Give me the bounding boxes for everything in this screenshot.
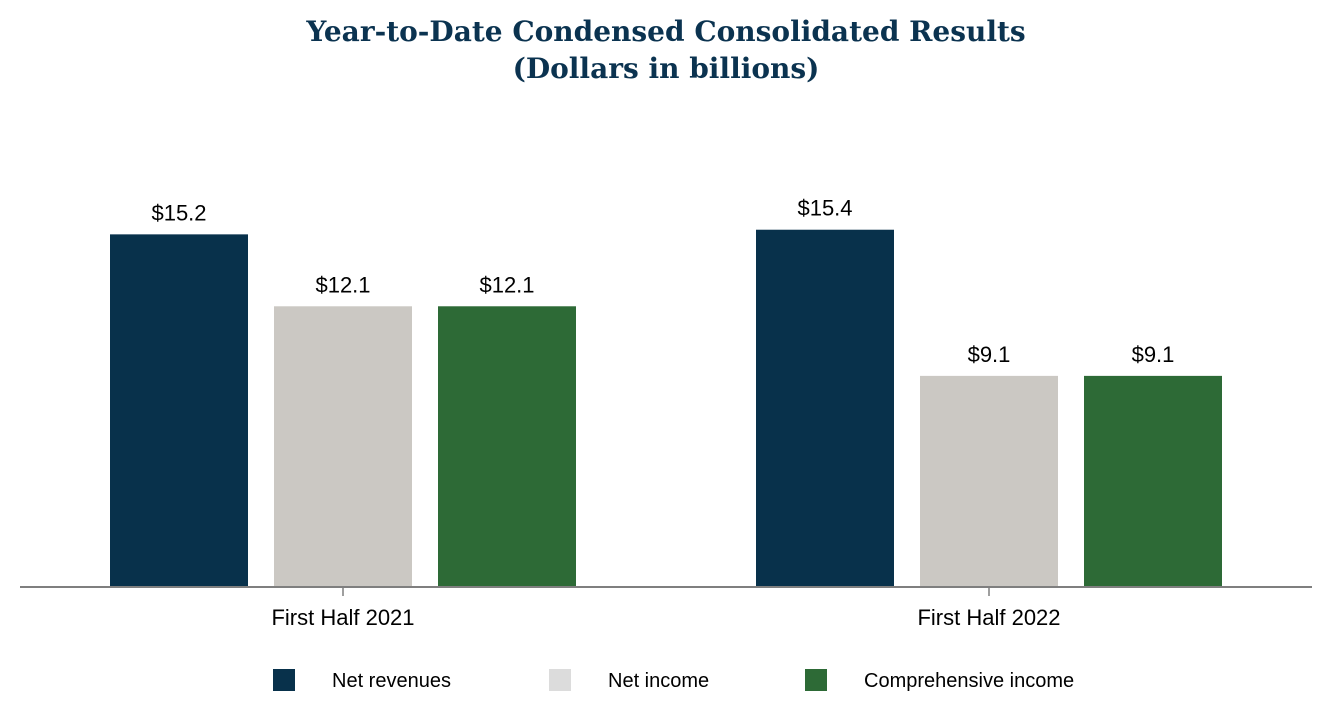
legend-label-net-income: Net income <box>608 670 709 692</box>
bar-net-income-first-half-2021 <box>274 306 412 587</box>
data-label-net-revenues-first-half-2022: $15.4 <box>797 196 852 221</box>
legend-swatch-comprehensive-income <box>805 669 827 691</box>
chart-subtitle: (Dollars in billions) <box>512 52 820 85</box>
data-label-net-revenues-first-half-2021: $15.2 <box>151 200 206 225</box>
data-label-comprehensive-income-first-half-2022: $9.1 <box>1132 342 1175 367</box>
legend-swatch-net-income <box>549 669 571 691</box>
bar-comprehensive-income-first-half-2022 <box>1084 375 1222 587</box>
legend-swatch-net-revenues <box>273 669 295 691</box>
legend-label-comprehensive-income: Comprehensive income <box>864 670 1074 692</box>
bar-comprehensive-income-first-half-2021 <box>438 306 576 587</box>
data-label-net-income-first-half-2021: $12.1 <box>315 272 370 297</box>
bar-net-income-first-half-2022 <box>920 375 1058 587</box>
bar-net-revenues-first-half-2022 <box>756 229 894 587</box>
data-label-comprehensive-income-first-half-2021: $12.1 <box>479 272 534 297</box>
legend-label-net-revenues: Net revenues <box>332 670 451 692</box>
x-tick-label-first-half-2022: First Half 2022 <box>917 605 1060 630</box>
data-label-net-income-first-half-2022: $9.1 <box>968 342 1011 367</box>
chart-title: Year-to-Date Condensed Consolidated Resu… <box>306 15 1026 48</box>
bar-net-revenues-first-half-2021 <box>110 234 248 588</box>
x-tick-label-first-half-2021: First Half 2021 <box>271 605 414 630</box>
